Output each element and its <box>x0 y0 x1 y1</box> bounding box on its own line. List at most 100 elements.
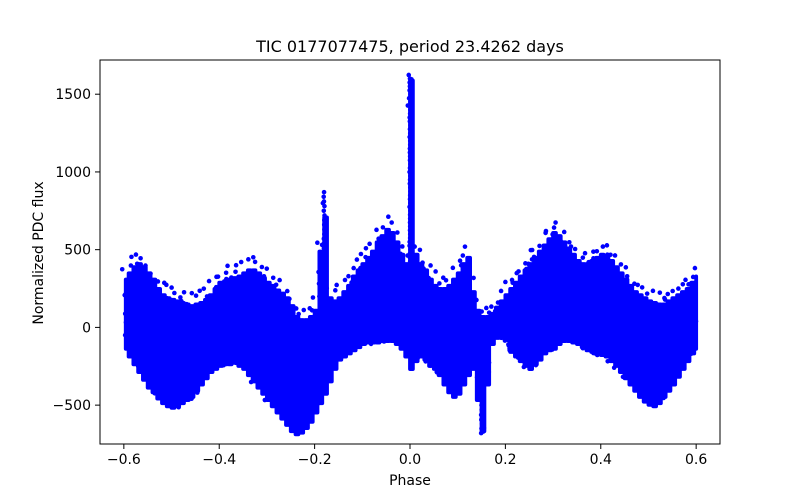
data-point <box>229 275 234 280</box>
data-point <box>202 330 208 336</box>
data-point <box>321 301 327 307</box>
data-point <box>545 253 551 258</box>
data-point <box>443 277 449 283</box>
data-point <box>175 320 181 326</box>
data-point <box>543 228 549 234</box>
data-point <box>291 376 297 381</box>
data-point <box>563 300 569 306</box>
data-point <box>314 340 320 346</box>
data-point <box>465 314 471 319</box>
data-point <box>608 270 614 275</box>
data-point <box>235 307 240 313</box>
data-point <box>321 264 327 270</box>
data-point <box>320 356 326 362</box>
data-point <box>368 287 374 293</box>
data-point <box>544 315 550 320</box>
data-point <box>201 286 207 291</box>
data-point <box>316 269 321 275</box>
data-point <box>341 300 347 306</box>
data-point <box>674 302 680 307</box>
data-point <box>373 290 378 296</box>
data-point <box>329 325 335 331</box>
data-point <box>407 204 412 210</box>
data-point <box>473 348 479 354</box>
data-point <box>503 279 508 285</box>
data-point <box>235 311 241 317</box>
data-point <box>675 296 681 301</box>
data-point <box>293 306 299 311</box>
data-point <box>499 335 504 341</box>
data-point <box>630 371 635 377</box>
data-point <box>407 103 413 109</box>
data-point <box>508 305 514 310</box>
data-point <box>479 365 484 371</box>
data-point <box>669 316 674 321</box>
data-point <box>636 308 641 314</box>
data-point <box>205 339 211 345</box>
data-point <box>614 278 620 284</box>
data-point <box>243 298 249 304</box>
data-point <box>538 356 543 362</box>
data-point <box>172 290 177 296</box>
data-point <box>321 273 327 279</box>
data-point <box>124 322 129 328</box>
data-point <box>314 350 320 356</box>
data-point <box>515 354 521 360</box>
data-point <box>491 316 497 322</box>
data-point <box>324 336 330 341</box>
data-point <box>128 350 134 355</box>
data-point <box>474 375 480 380</box>
data-point <box>357 319 363 324</box>
data-point <box>379 302 385 307</box>
data-point <box>271 315 277 321</box>
data-point <box>241 335 246 340</box>
data-point <box>451 291 456 297</box>
data-point <box>346 273 351 279</box>
data-point <box>407 146 413 151</box>
data-point <box>131 307 137 312</box>
data-point <box>556 248 561 253</box>
data-point <box>497 323 502 328</box>
data-point <box>646 393 652 399</box>
data-point <box>242 365 247 371</box>
data-point <box>410 293 415 298</box>
data-point <box>672 351 677 357</box>
data-point <box>363 254 368 260</box>
data-point <box>363 313 368 318</box>
data-point <box>651 321 657 327</box>
data-point <box>127 273 133 278</box>
data-point <box>382 327 388 333</box>
data-point <box>443 347 449 353</box>
data-point <box>644 291 650 296</box>
data-point <box>474 323 480 328</box>
data-point <box>408 189 413 194</box>
data-point <box>399 332 405 338</box>
data-point <box>564 264 570 269</box>
data-point <box>693 318 699 324</box>
x-tick-label: 0.4 <box>590 452 612 468</box>
data-point <box>225 332 230 337</box>
data-point <box>454 277 459 283</box>
data-point <box>134 359 140 365</box>
data-point <box>596 315 601 321</box>
data-point <box>384 296 389 302</box>
x-tick-label: −0.4 <box>202 452 236 468</box>
data-point <box>494 313 500 319</box>
data-point <box>155 375 160 380</box>
data-point <box>420 260 425 265</box>
data-point <box>273 360 278 366</box>
data-point <box>578 269 584 275</box>
data-point <box>398 251 403 257</box>
x-axis-label: Phase <box>389 473 431 489</box>
data-point <box>644 362 650 367</box>
data-point <box>407 177 413 183</box>
data-point <box>135 363 141 369</box>
data-point <box>215 274 221 279</box>
data-point <box>138 256 143 261</box>
data-point <box>122 311 128 317</box>
data-point <box>407 126 413 132</box>
data-point <box>281 304 286 309</box>
data-point <box>407 185 413 190</box>
data-point <box>434 369 440 375</box>
